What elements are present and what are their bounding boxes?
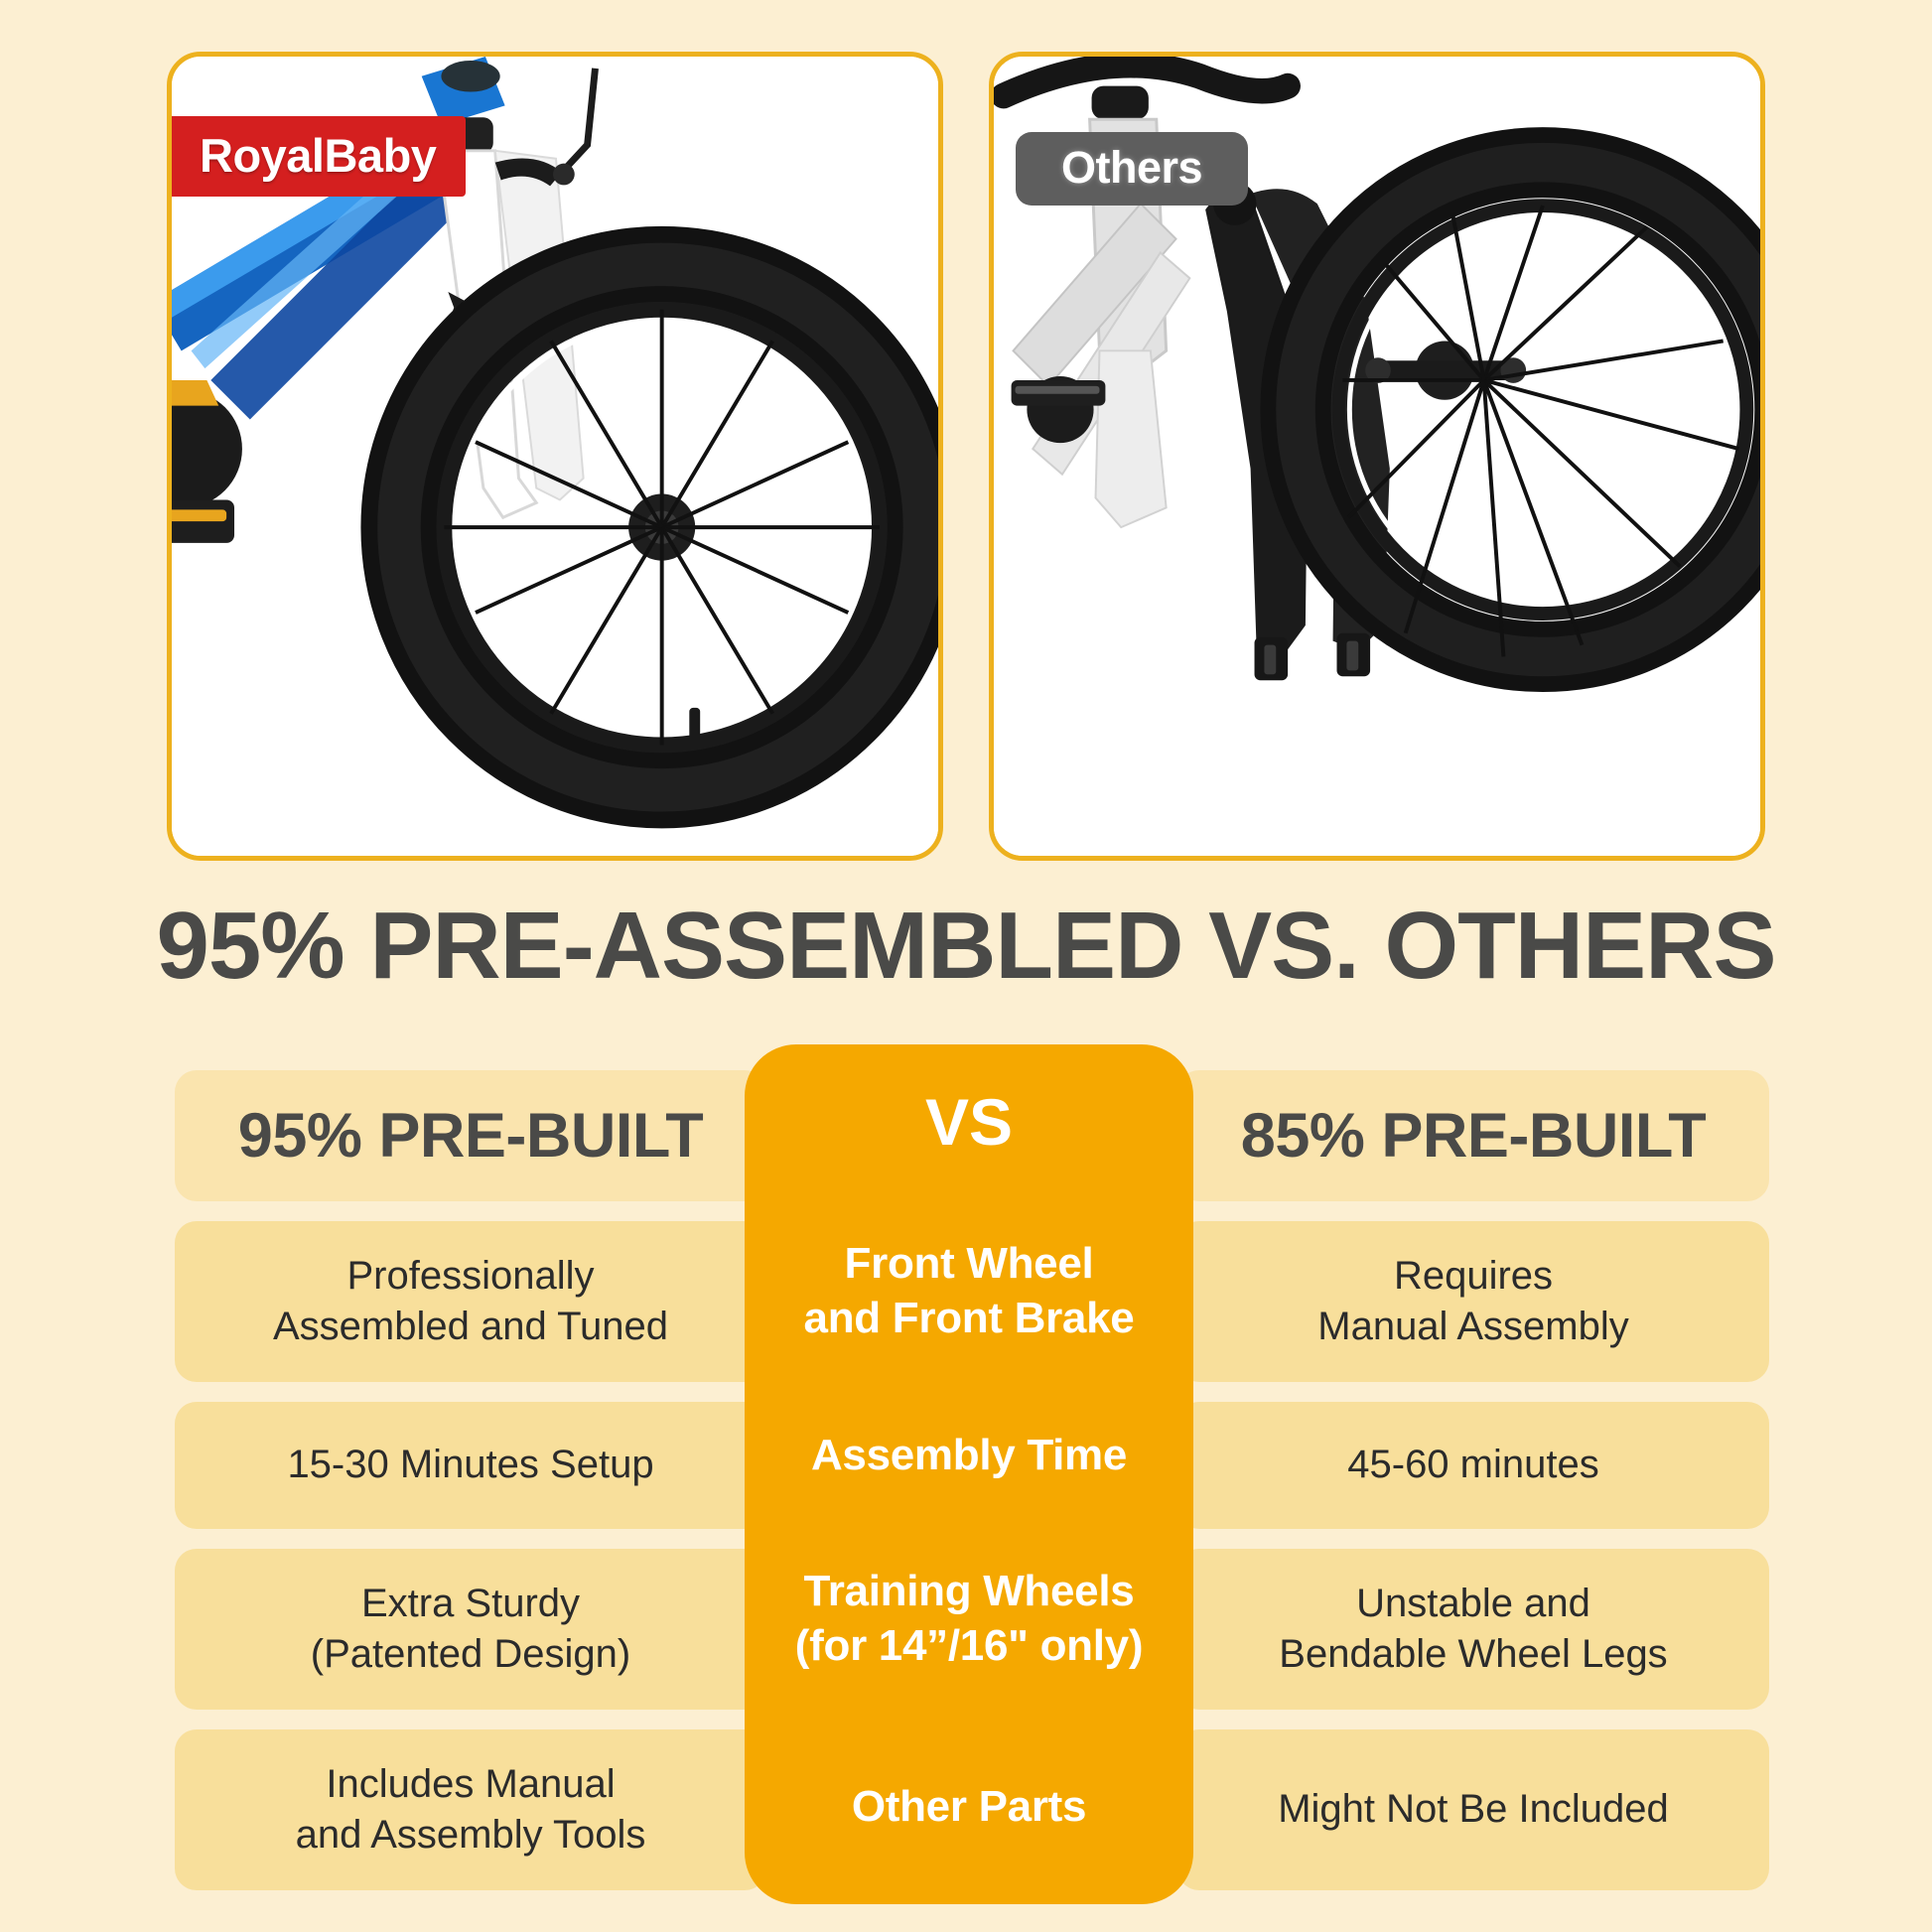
others-bike-illustration [994,57,1760,856]
table-row: Professionally Assembled and Tuned Requir… [175,1221,1769,1382]
table-row: 15-30 Minutes Setup 45-60 minutes [175,1402,1769,1529]
cell-royalbaby-time: 15-30 Minutes Setup [175,1402,766,1529]
cell-others-assembly: Requires Manual Assembly [1177,1221,1769,1382]
cell-royalbaby-training-wheels: Extra Sturdy (Patented Design) [175,1549,766,1710]
header-cell-others: 85% PRE-BUILT [1177,1070,1769,1201]
vs-column: VS Front Wheel and Front Brake Assembly T… [745,1044,1193,1904]
vs-row-front-wheel: Front Wheel and Front Brake [803,1239,1135,1342]
vs-row-training-wheels: Training Wheels (for 14”/16" only) [794,1567,1144,1670]
comparison-table: 95% PRE-BUILT 85% PRE-BUILT Professional… [175,1070,1769,1910]
table-header-row: 95% PRE-BUILT 85% PRE-BUILT [175,1070,1769,1201]
cell-royalbaby-assembly: Professionally Assembled and Tuned [175,1221,766,1382]
photo-frame-royalbaby: RoyalBaby [167,52,943,861]
header-cell-royalbaby: 95% PRE-BUILT [175,1070,766,1201]
table-row: Includes Manual and Assembly Tools Might … [175,1729,1769,1890]
cell-others-other-parts: Might Not Be Included [1177,1729,1769,1890]
others-logo-badge: Others [1016,132,1249,206]
table-row: Extra Sturdy (Patented Design) Unstable a… [175,1549,1769,1710]
cell-others-time: 45-60 minutes [1177,1402,1769,1529]
royalbaby-logo-badge: RoyalBaby [172,116,467,197]
product-photo-row: RoyalBaby [167,52,1765,861]
cell-royalbaby-other-parts: Includes Manual and Assembly Tools [175,1729,766,1890]
photo-others-bike [994,57,1760,856]
cell-others-training-wheels: Unstable and Bendable Wheel Legs [1177,1549,1769,1710]
vs-row-assembly-time: Assembly Time [810,1430,1128,1479]
vs-row-other-parts: Other Parts [851,1781,1087,1831]
photo-frame-others: Others [989,52,1765,861]
page-title: 95% PRE-ASSEMBLED VS. OTHERS [156,893,1777,999]
vs-label: VS [924,1085,1014,1160]
